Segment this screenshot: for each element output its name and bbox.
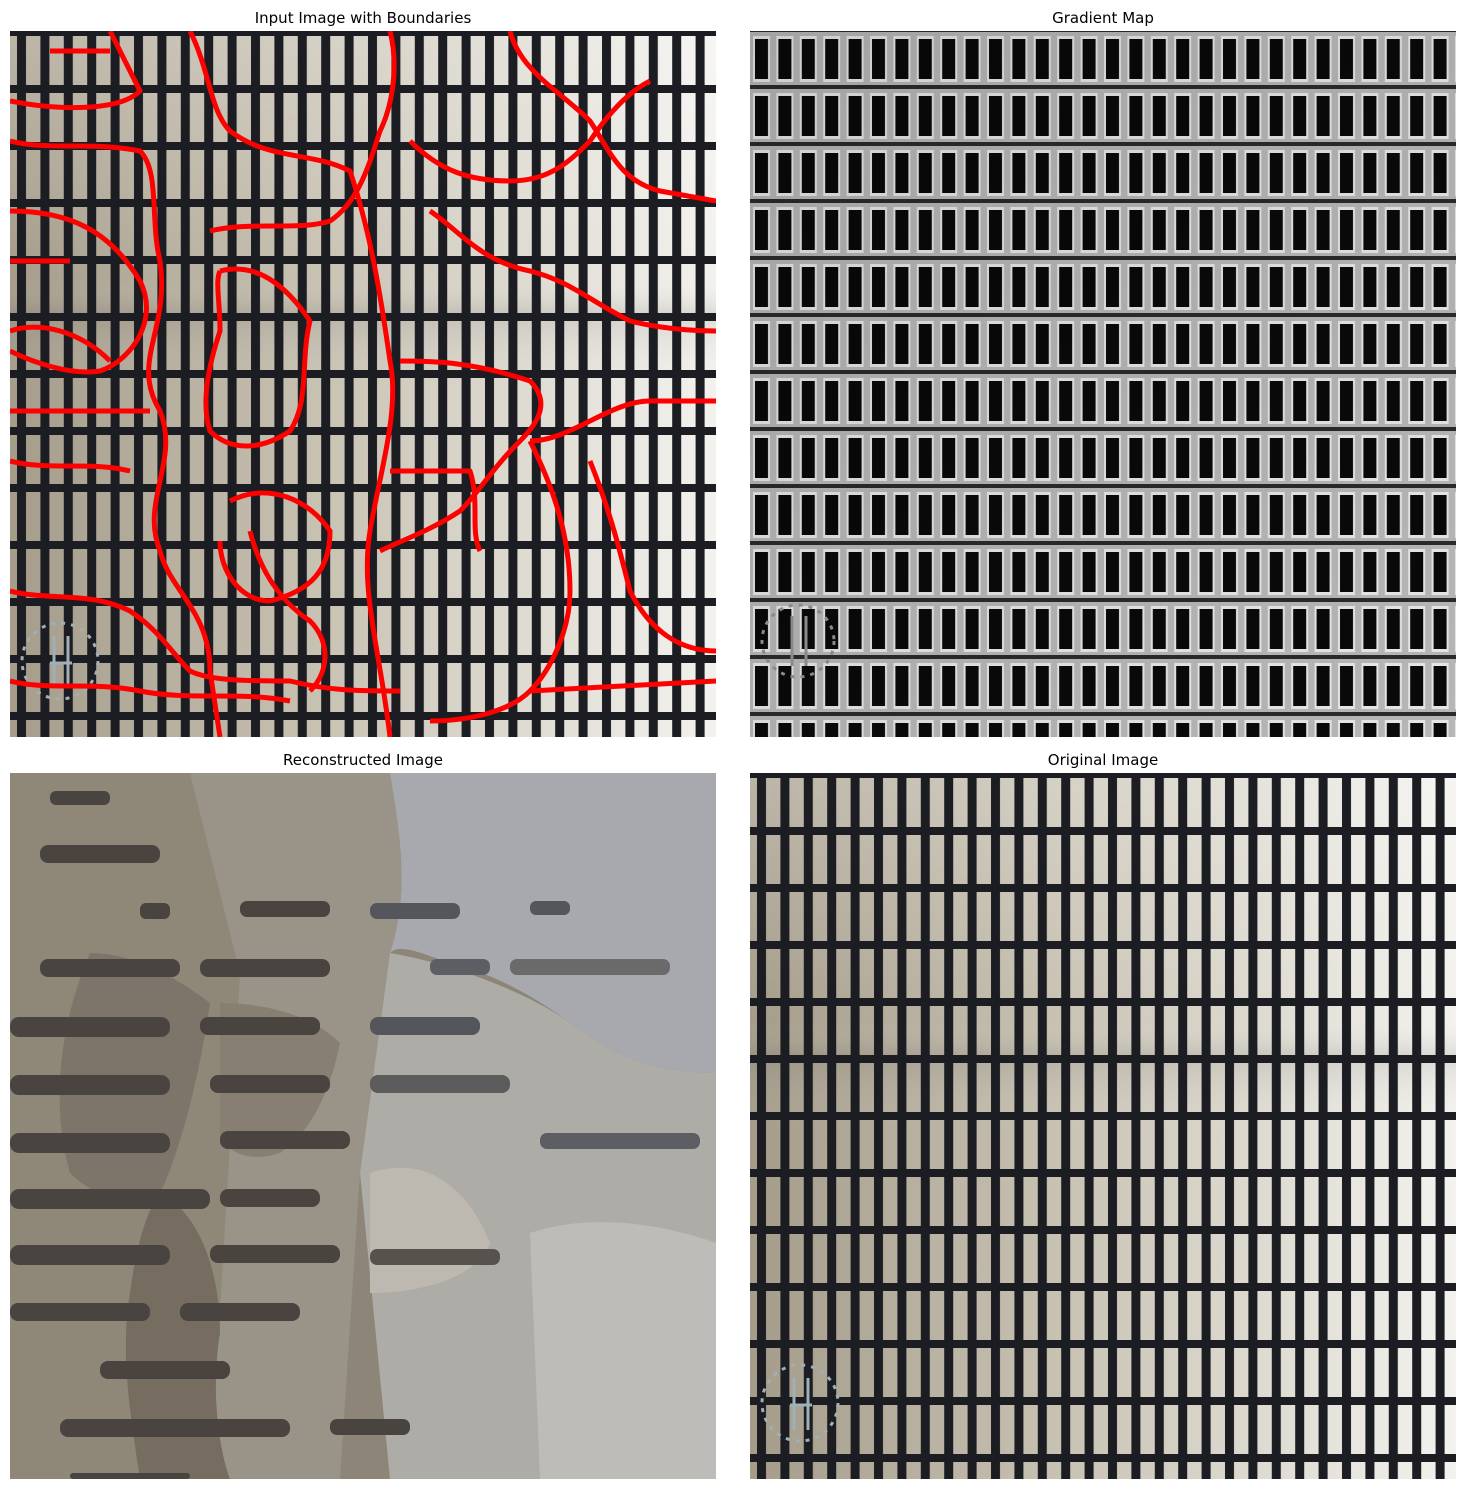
panel-title-reconstructed: Reconstructed Image — [283, 751, 443, 769]
panel-title-boundaries: Input Image with Boundaries — [254, 9, 472, 27]
gradient-map-image — [750, 31, 1456, 737]
dark-bar-segments — [10, 791, 700, 1479]
boundary-overlay — [10, 31, 716, 737]
panel-title-original: Original Image — [1047, 751, 1159, 769]
watermark-logo-gradient — [760, 603, 836, 679]
original-image — [750, 773, 1456, 1479]
watermark-logo-original — [760, 1363, 840, 1443]
watermark-logo — [20, 621, 100, 701]
panel-title-gradient: Gradient Map — [1052, 9, 1154, 27]
reconstructed-image — [10, 773, 716, 1479]
boundaries-image — [10, 31, 716, 737]
